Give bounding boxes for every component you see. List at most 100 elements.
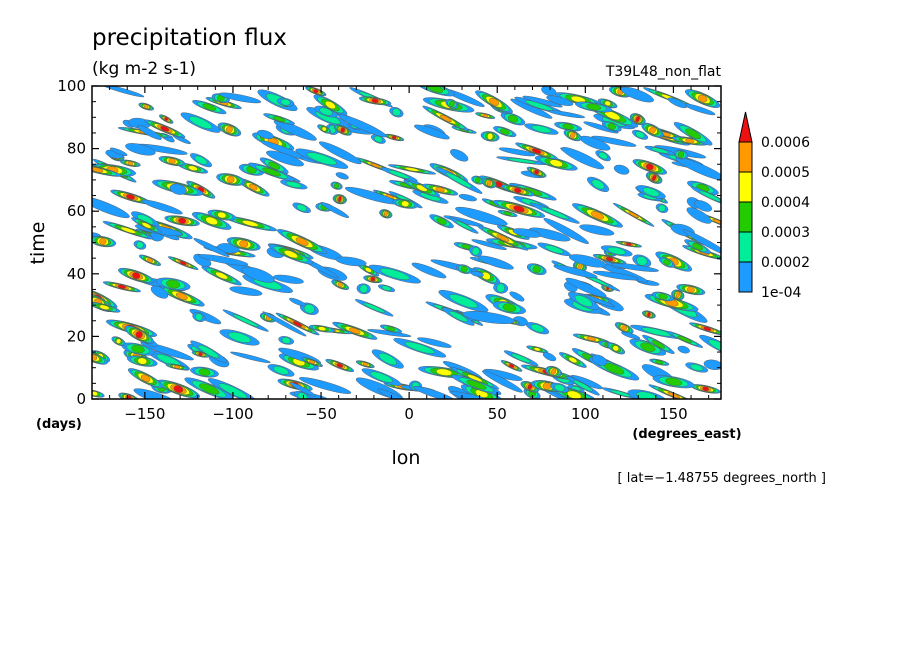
- precip-contour: [655, 360, 664, 365]
- y-tick-label: 60: [67, 202, 86, 220]
- precip-cell: [273, 274, 304, 284]
- precip-cell: [561, 147, 605, 170]
- precip-contour: [126, 194, 135, 200]
- precip-contour: [628, 211, 639, 219]
- precip-cell: [543, 218, 589, 244]
- precip-contour: [262, 167, 281, 177]
- precip-contour: [692, 242, 704, 251]
- precip-contour: [309, 359, 315, 365]
- precip-contour: [522, 95, 563, 108]
- precip-contour: [649, 126, 656, 134]
- precip-contour: [621, 325, 627, 331]
- precip-contour: [553, 264, 598, 279]
- precip-cell: [289, 382, 316, 397]
- precip-cell: [422, 105, 470, 132]
- precip-contour: [579, 224, 615, 236]
- precip-contour: [565, 277, 607, 298]
- precip-contour: [658, 293, 668, 300]
- precip-contour: [533, 347, 541, 352]
- precip-cell: [566, 375, 600, 396]
- precip-cell: [477, 225, 529, 251]
- precip-cell: [601, 387, 640, 399]
- precip-cell: [180, 112, 221, 133]
- precip-cell: [193, 238, 230, 257]
- precip-cell: [276, 97, 295, 107]
- precip-cell: [522, 95, 563, 108]
- precip-cell: [92, 163, 122, 177]
- precip-contour: [636, 256, 648, 266]
- precip-contour: [147, 258, 153, 263]
- y-tick-label: 80: [67, 140, 86, 158]
- precip-contour: [686, 207, 712, 224]
- precip-cell: [449, 217, 479, 234]
- precip-contour: [241, 266, 275, 283]
- precip-contour: [607, 246, 626, 255]
- precip-cell: [509, 291, 525, 302]
- precip-cell: [579, 224, 615, 236]
- precip-contour: [663, 259, 671, 266]
- precip-contour: [99, 304, 110, 310]
- colorbar-label: 0.0002: [761, 255, 810, 271]
- precip-cell: [475, 90, 513, 114]
- precip-cell: [371, 349, 404, 369]
- x-tick-label: 150: [659, 405, 688, 423]
- precip-cell: [299, 377, 352, 394]
- colorbar-extend-triangle: [738, 111, 753, 143]
- precip-cell: [273, 120, 317, 141]
- precip-cell: [102, 281, 141, 293]
- precip-contour: [534, 169, 539, 175]
- precip-contour: [296, 204, 308, 212]
- precip-contour: [548, 110, 586, 119]
- precip-contour: [391, 135, 397, 140]
- precip-cell: [319, 141, 362, 165]
- precip-cell: [267, 364, 295, 377]
- precip-contour: [226, 175, 235, 184]
- precip-cell: [642, 334, 675, 354]
- precip-cell: [458, 194, 477, 202]
- precip-cell: [666, 330, 704, 348]
- precip-cell: [478, 255, 514, 270]
- precip-cell: [184, 377, 234, 399]
- precip-contour: [592, 270, 639, 281]
- precip-contour: [647, 312, 651, 317]
- precip-contour: [435, 186, 445, 193]
- y-axis-label: time: [27, 222, 49, 265]
- precip-contour: [132, 272, 141, 280]
- precip-cell: [219, 329, 260, 346]
- precip-contour: [140, 374, 151, 382]
- precip-contour: [586, 336, 597, 342]
- precip-cell: [553, 264, 598, 279]
- precip-cell: [156, 379, 201, 399]
- precip-contour: [359, 284, 368, 294]
- precip-contour: [289, 382, 316, 397]
- precip-contour: [178, 217, 186, 224]
- precip-contour: [189, 116, 213, 129]
- precip-contour: [141, 222, 152, 229]
- precip-cell: [248, 162, 295, 182]
- precip-cell: [676, 284, 706, 296]
- precip-contour: [651, 174, 657, 181]
- precip-cell: [686, 207, 712, 224]
- precip-cell: [591, 354, 608, 366]
- precip-contour: [478, 255, 514, 270]
- y-axis-ticks: 0 20 40 60 80 100: [57, 77, 721, 408]
- precip-contour: [175, 292, 188, 300]
- precip-contour: [109, 147, 128, 156]
- precip-cell: [192, 100, 227, 115]
- precip-cell: [442, 307, 475, 326]
- precip-cell: [684, 89, 721, 108]
- precip-contour: [455, 206, 508, 226]
- precip-contour: [598, 152, 608, 160]
- precip-contour: [658, 204, 666, 212]
- precip-contour: [475, 177, 481, 184]
- precip-contour: [241, 220, 259, 227]
- precip-cell: [451, 374, 502, 395]
- precip-cell: [164, 215, 200, 227]
- precip-cell: [263, 113, 295, 125]
- precip-contour: [198, 352, 203, 357]
- precip-cell: [414, 124, 450, 140]
- precip-contour: [335, 172, 349, 180]
- precip-contour: [449, 294, 478, 309]
- precip-cell: [632, 159, 668, 175]
- precip-cell: [389, 106, 404, 118]
